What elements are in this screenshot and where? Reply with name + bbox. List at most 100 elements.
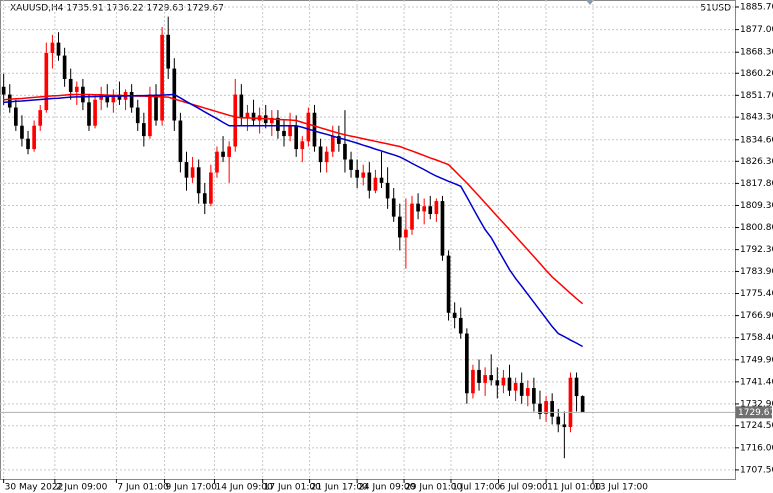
- candle-body: [507, 377, 512, 391]
- candle-body: [14, 107, 18, 126]
- candle-body: [574, 377, 579, 397]
- candle-body: [178, 120, 183, 163]
- candle-body: [129, 91, 134, 108]
- marker-triangle: [586, 0, 594, 5]
- candle-body: [519, 382, 524, 396]
- candle-body: [209, 172, 213, 204]
- candle-body: [190, 167, 195, 178]
- candle-body: [373, 177, 378, 191]
- candle-body: [135, 107, 140, 124]
- candle-body: [142, 123, 146, 137]
- y-tick-label: 1885.70: [740, 3, 773, 13]
- candle-body: [324, 151, 329, 163]
- candle-body: [93, 99, 97, 126]
- y-tick-label: 1783.90: [740, 267, 773, 277]
- x-tick-label: 13 Jul 17:00: [594, 483, 648, 493]
- x-tick-label: 11 Jul 01:00: [547, 483, 601, 493]
- candle-body: [215, 151, 219, 173]
- candle-body: [397, 216, 402, 238]
- candle-body: [50, 42, 55, 53]
- candle-body: [32, 125, 36, 150]
- y-tick-label: 1826.30: [740, 157, 773, 167]
- candle-body: [160, 34, 164, 121]
- y-tick-label: 1724.50: [740, 421, 773, 431]
- candle-body: [233, 94, 238, 147]
- candle-body: [38, 110, 43, 126]
- symbol-label: 51USD: [700, 4, 731, 14]
- candle-body: [312, 112, 317, 147]
- y-tick-label: 1817.80: [740, 179, 773, 189]
- candle-body: [556, 416, 561, 425]
- moving-average-line: [3, 93, 584, 348]
- candle-body: [580, 396, 585, 413]
- candle-body: [477, 369, 481, 383]
- candle-body: [227, 146, 231, 157]
- y-tick-label: 1843.30: [740, 113, 773, 123]
- candle-body: [7, 94, 12, 108]
- candle-body: [202, 193, 207, 204]
- y-tick-label: 1732.90: [740, 399, 773, 409]
- candle-body: [44, 52, 49, 111]
- x-tick-label: 17 Jun 01:00: [264, 483, 321, 493]
- moving-average-line: [3, 93, 584, 305]
- candle-body: [550, 401, 554, 417]
- candle-body: [513, 382, 518, 391]
- x-tick-label: 21 Jun 17:00: [311, 483, 368, 493]
- candle-body: [416, 203, 420, 212]
- candle-body: [221, 151, 225, 157]
- price-tag-label: 1729.67: [738, 408, 773, 418]
- candle-body: [367, 172, 372, 191]
- x-tick-label: 6 Jul 09:00: [500, 483, 549, 493]
- y-tick-label: 1809.30: [740, 201, 773, 211]
- candle-body: [294, 125, 299, 150]
- candle-body: [361, 172, 366, 178]
- candle-body: [26, 138, 30, 150]
- candle-body: [288, 125, 292, 137]
- candle-body: [154, 94, 158, 121]
- candle-body: [282, 130, 286, 137]
- candle-body: [1, 86, 6, 95]
- candle-body: [501, 377, 506, 386]
- x-tick-label: 1 Jul 17:00: [452, 483, 501, 493]
- x-tick-label: 29 Jun 01:00: [405, 483, 462, 493]
- candle-body: [99, 94, 103, 100]
- candle-body: [105, 94, 110, 103]
- candle-body: [385, 182, 390, 199]
- candle-body: [538, 403, 542, 415]
- x-tick-label: 2 Jun 09:00: [56, 483, 108, 493]
- candle-body: [532, 388, 536, 404]
- y-tick-label: 1741.40: [740, 377, 773, 387]
- y-tick-label: 1792.30: [740, 245, 773, 255]
- x-tick-label: 30 May 2022: [5, 483, 64, 493]
- candle-body: [68, 78, 73, 92]
- candle-body: [471, 369, 475, 394]
- candle-body: [483, 375, 487, 383]
- candle-body: [56, 42, 61, 56]
- candle-body: [306, 112, 311, 142]
- candle-body: [355, 169, 359, 178]
- candle-body: [239, 94, 244, 118]
- candle-body: [525, 388, 530, 396]
- y-tick-label: 1834.60: [740, 135, 773, 145]
- candle-body: [337, 136, 341, 144]
- y-tick-label: 1800.80: [740, 223, 773, 233]
- candle-body: [428, 206, 433, 215]
- candle-body: [434, 201, 439, 215]
- candle-body: [20, 125, 24, 139]
- candle-body: [318, 146, 323, 163]
- y-tick-label: 1758.40: [740, 333, 773, 343]
- candle-body: [117, 94, 122, 100]
- candle-body: [111, 94, 116, 103]
- candle-body: [166, 34, 171, 69]
- candle-body: [440, 201, 445, 256]
- candle-body: [87, 102, 91, 126]
- candle-body: [330, 136, 335, 152]
- candle-body: [562, 424, 567, 428]
- y-tick-label: 1851.70: [740, 91, 773, 101]
- candle-body: [410, 203, 414, 230]
- candle-body: [391, 198, 396, 217]
- candle-body: [148, 94, 152, 137]
- y-tick-label: 1707.50: [740, 465, 773, 475]
- y-tick-label: 1868.30: [740, 48, 773, 58]
- candle-body: [489, 375, 494, 381]
